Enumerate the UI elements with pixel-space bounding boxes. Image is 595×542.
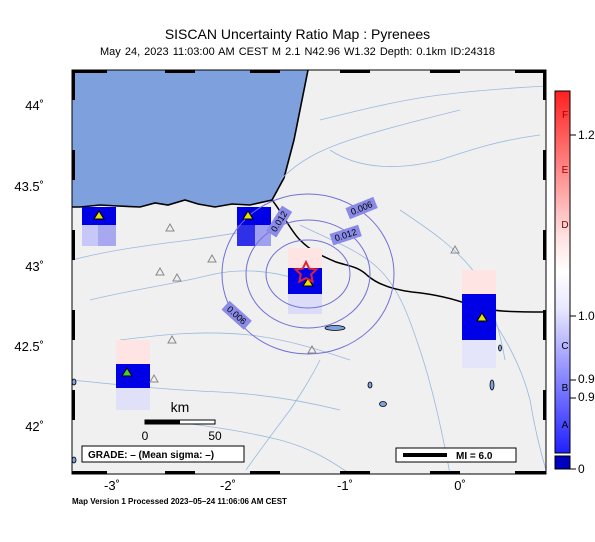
lakes (72, 325, 502, 464)
event-info: May 24, 2023 11:03:00 AM CEST M 2.1 N42.… (100, 46, 495, 58)
colorbar-value: 0.9 (578, 390, 595, 404)
lat-label: 43.5˚ (14, 179, 44, 194)
colorbar-grade: C (561, 341, 569, 352)
lon-label: 0˚ (454, 478, 466, 493)
colorbar-value: 1.0 (578, 309, 595, 323)
lon-label: -2˚ (220, 478, 236, 493)
inactive-stations (149, 222, 460, 383)
lon-label: -3˚ (104, 478, 120, 493)
colorbar-grade: D (561, 220, 569, 231)
map-title: SISCAN Uncertainty Ratio Map : Pyrenees (164, 26, 431, 42)
grade-text: GRADE: – (Mean sigma: –) (88, 450, 214, 461)
scale-max: 50 (208, 429, 222, 443)
frame-ticks (72, 70, 546, 474)
lon-label: -1˚ (337, 478, 353, 493)
colorbar-grade: A (561, 420, 569, 431)
colorbar-value: 0 (578, 462, 585, 476)
colorbar-value: 1.2 (578, 128, 595, 142)
grade-box: GRADE: – (Mean sigma: –) (81, 445, 245, 463)
lat-label: 42.5˚ (14, 339, 44, 354)
mi-text: MI = 6.0 (456, 451, 493, 462)
mi-legend: MI = 6.0 (395, 447, 517, 463)
colorbar-grade: F (561, 110, 569, 121)
ocean (72, 70, 308, 207)
colorbar (554, 90, 576, 470)
station-icon[interactable] (93, 210, 488, 322)
lat-label: 43˚ (25, 259, 44, 274)
colorbar-grade: B (561, 383, 569, 394)
processed-footer: Map Version 1 Processed 2023–05–24 11:06… (72, 497, 287, 506)
map-frame (71, 69, 547, 475)
colorbar-value: 0.9 (578, 372, 595, 386)
contours (221, 193, 395, 355)
scale-zero: 0 (142, 429, 149, 443)
lat-label: 42˚ (25, 419, 44, 434)
scale-bar: km 0 50 (142, 399, 222, 443)
colorbar-grade: E (561, 165, 569, 176)
coastline (72, 70, 309, 208)
scale-unit: km (171, 399, 190, 415)
uncertainty-cells (82, 207, 496, 410)
lat-label: 44˚ (25, 98, 44, 113)
station-icon[interactable] (121, 367, 133, 377)
epicenter-star-icon[interactable] (293, 259, 319, 284)
